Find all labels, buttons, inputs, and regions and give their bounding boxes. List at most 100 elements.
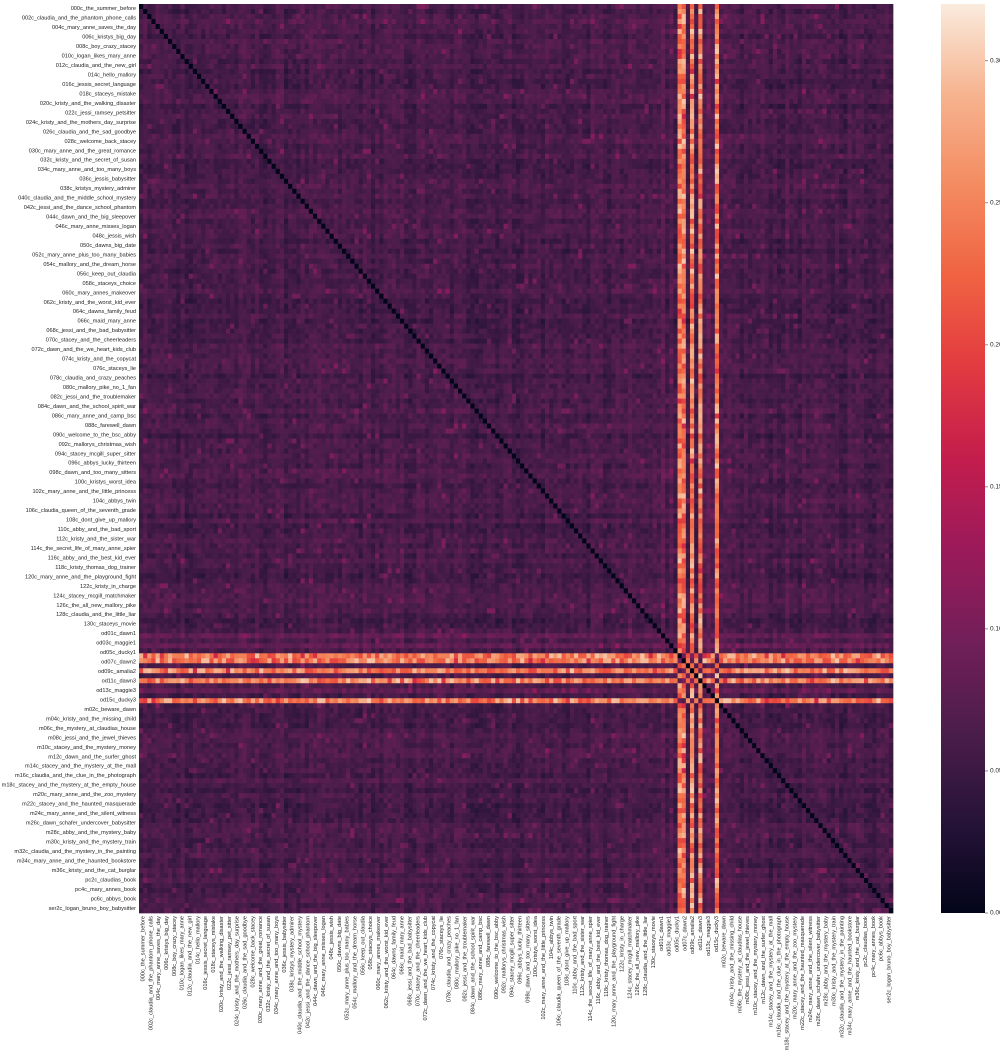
heatmap-cell: [557, 24, 561, 29]
heatmap-cell: [238, 34, 242, 39]
heatmap-cell: [201, 34, 205, 39]
heatmap-cell: [843, 34, 847, 39]
heatmap-cell: [305, 9, 309, 14]
heatmap-cell: [230, 69, 234, 74]
heatmap-cell: [669, 14, 673, 19]
heatmap-cell: [686, 49, 690, 54]
heatmap-cell: [690, 14, 694, 19]
heatmap-cell: [723, 9, 727, 14]
heatmap-cell: [354, 9, 358, 14]
heatmap-cell: [686, 74, 690, 79]
heatmap-cell: [263, 49, 267, 54]
heatmap-cell: [305, 19, 309, 24]
heatmap-cell: [711, 79, 715, 84]
heatmap-cell: [441, 14, 445, 19]
heatmap-cell: [234, 39, 238, 44]
heatmap-cell: [342, 74, 346, 79]
heatmap-cell: [230, 64, 234, 69]
heatmap-cell: [628, 69, 632, 74]
heatmap-cell: [238, 69, 242, 74]
heatmap-cell: [636, 4, 640, 9]
heatmap-cell: [537, 54, 541, 59]
heatmap-cell: [433, 24, 437, 29]
heatmap-cell: [292, 34, 296, 39]
heatmap-cell: [727, 49, 731, 54]
heatmap-cell: [856, 24, 860, 29]
heatmap-cell: [209, 69, 213, 74]
heatmap-cell: [346, 9, 350, 14]
heatmap-cell: [189, 34, 193, 39]
heatmap-cell: [508, 49, 512, 54]
heatmap-cell: [653, 44, 657, 49]
heatmap-cell: [591, 64, 595, 69]
heatmap-cell: [321, 39, 325, 44]
heatmap-cell: [740, 54, 744, 59]
heatmap-cell: [707, 49, 711, 54]
heatmap-cell: [653, 39, 657, 44]
heatmap-cell: [222, 79, 226, 84]
heatmap-cell: [499, 54, 503, 59]
heatmap-cell: [657, 49, 661, 54]
heatmap-cell: [350, 14, 354, 19]
heatmap-cell: [802, 59, 806, 64]
heatmap-cell: [325, 74, 329, 79]
heatmap-cell: [338, 49, 342, 54]
heatmap-cell: [313, 59, 317, 64]
heatmap-cell: [176, 44, 180, 49]
heatmap-cell: [209, 19, 213, 24]
heatmap-cell: [599, 4, 603, 9]
heatmap-cell: [147, 79, 151, 84]
heatmap-cell: [151, 34, 155, 39]
heatmap-cell: [640, 4, 644, 9]
heatmap-cell: [156, 19, 160, 24]
heatmap-cell: [806, 44, 810, 49]
heatmap-cell: [595, 74, 599, 79]
heatmap-cell: [835, 44, 839, 49]
heatmap-cell: [831, 39, 835, 44]
heatmap-cell: [723, 39, 727, 44]
heatmap-cell: [876, 74, 880, 79]
heatmap-cell: [375, 49, 379, 54]
heatmap-cell: [818, 29, 822, 34]
heatmap-cell: [238, 64, 242, 69]
heatmap-cell: [218, 64, 222, 69]
heatmap-cell: [499, 69, 503, 74]
heatmap-cell: [334, 39, 338, 44]
heatmap-cell: [151, 4, 155, 9]
heatmap-cell: [860, 19, 864, 24]
heatmap-cell: [296, 64, 300, 69]
heatmap-cell: [251, 54, 255, 59]
heatmap-cell: [392, 24, 396, 29]
heatmap-cell: [280, 34, 284, 39]
heatmap-cell: [417, 59, 421, 64]
heatmap-cell: [205, 19, 209, 24]
heatmap-cell: [218, 54, 222, 59]
heatmap-cell: [719, 9, 723, 14]
heatmap-cell: [288, 79, 292, 84]
heatmap-cell: [640, 54, 644, 59]
heatmap-cell: [388, 24, 392, 29]
heatmap-cell: [545, 39, 549, 44]
heatmap-cell: [437, 69, 441, 74]
heatmap-cell: [408, 49, 412, 54]
heatmap-cell: [516, 69, 520, 74]
heatmap-cell: [690, 54, 694, 59]
heatmap-cell: [881, 19, 885, 24]
heatmap-cell: [156, 54, 160, 59]
heatmap-cell: [437, 59, 441, 64]
heatmap-cell: [636, 79, 640, 84]
heatmap-cell: [247, 19, 251, 24]
heatmap-cell: [296, 54, 300, 59]
heatmap-cell: [458, 39, 462, 44]
heatmap-cell: [243, 49, 247, 54]
heatmap-cell: [164, 39, 168, 44]
heatmap-cell: [582, 39, 586, 44]
heatmap-cell: [425, 24, 429, 29]
heatmap-cell: [176, 24, 180, 29]
heatmap-cell: [578, 49, 582, 54]
heatmap-cell: [487, 9, 491, 14]
heatmap-cell: [483, 14, 487, 19]
heatmap-cell: [806, 19, 810, 24]
heatmap-cell: [827, 74, 831, 79]
heatmap-cell: [843, 24, 847, 29]
